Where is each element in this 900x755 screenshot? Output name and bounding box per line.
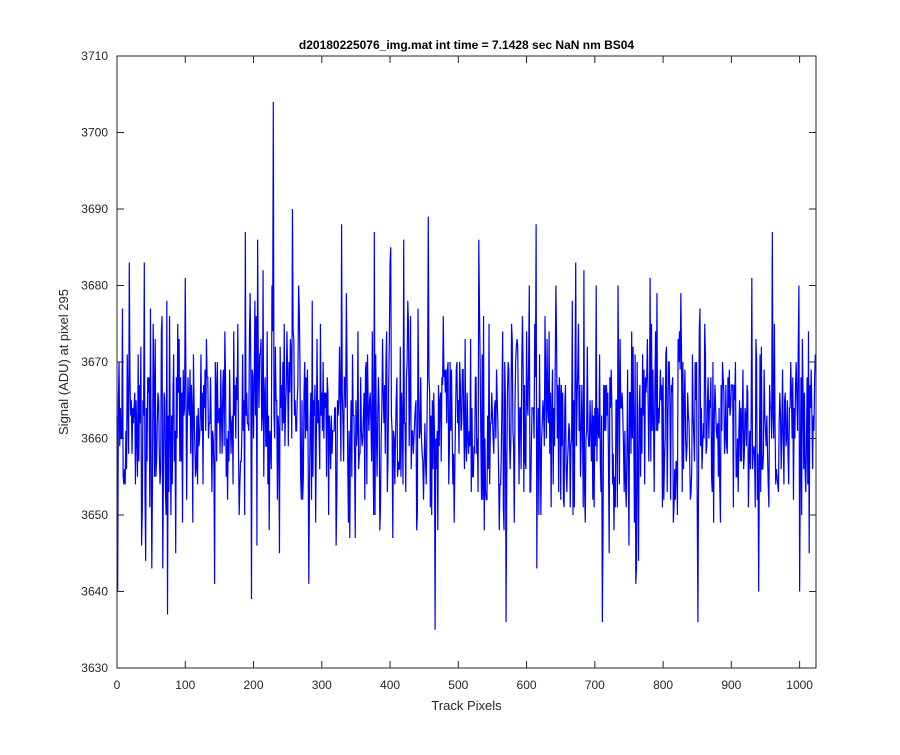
x-tick-label: 600 — [517, 678, 537, 692]
x-axis-label: Track Pixels — [431, 698, 502, 713]
y-tick-label: 3640 — [81, 585, 108, 599]
y-axis: 3630 3640 3650 3660 3670 3680 3690 3700 3710 — [81, 49, 816, 675]
y-tick-label: 3710 — [81, 49, 108, 63]
x-tick-label: 800 — [653, 678, 673, 692]
x-tick-label: 200 — [244, 678, 264, 692]
y-tick-label: 3650 — [81, 508, 108, 522]
plot-area — [117, 56, 816, 668]
y-axis-label: Signal (ADU) at pixel 295 — [56, 289, 71, 435]
y-tick-label: 3630 — [81, 661, 108, 675]
x-tick-label: 100 — [175, 678, 195, 692]
x-axis: 0 100 200 300 400 500 600 700 800 900 1000 — [114, 56, 813, 692]
y-tick-label: 3680 — [81, 279, 108, 293]
x-tick-label: 0 — [114, 678, 121, 692]
signal-series-line — [116, 101, 816, 630]
x-tick-label: 300 — [312, 678, 332, 692]
x-tick-label: 900 — [721, 678, 741, 692]
y-tick-label: 3690 — [81, 202, 108, 216]
y-tick-label: 3660 — [81, 432, 108, 446]
x-tick-label: 1000 — [786, 678, 813, 692]
x-tick-label: 400 — [380, 678, 400, 692]
x-tick-label: 700 — [585, 678, 605, 692]
x-tick-label: 500 — [448, 678, 468, 692]
y-tick-label: 3700 — [81, 126, 108, 140]
chart-title: d20180225076_img.mat int time = 7.1428 s… — [299, 38, 635, 52]
y-tick-label: 3670 — [81, 355, 108, 369]
series-layer — [116, 101, 816, 630]
